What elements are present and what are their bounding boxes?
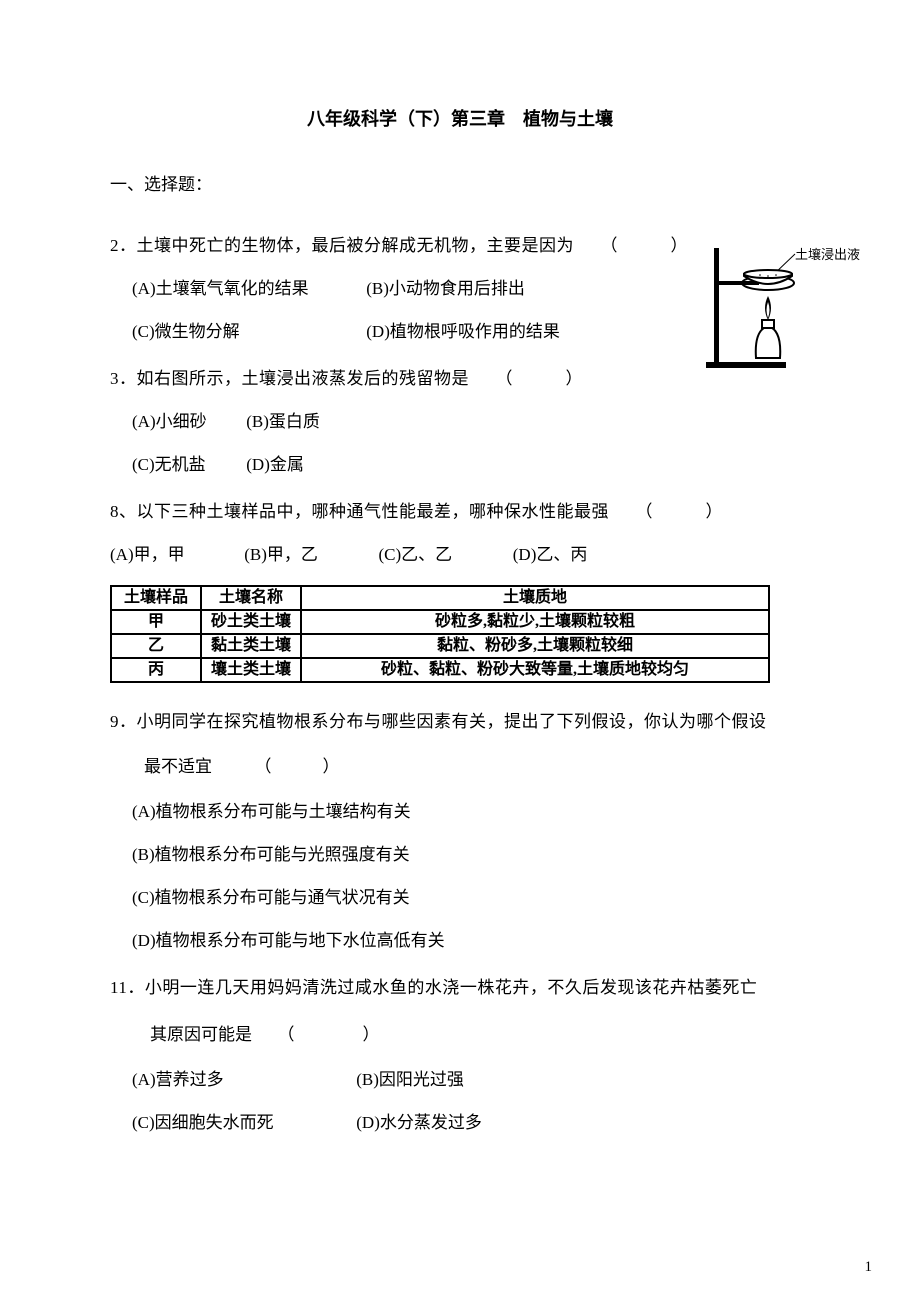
q3-option-c: (C)无机盐 xyxy=(132,456,242,473)
q3-option-a: (A)小细砂 xyxy=(132,413,242,430)
th-0: 土壤样品 xyxy=(111,586,201,610)
table-row: 甲 砂土类土壤 砂粒多,黏粒少,土壤颗粒较粗 xyxy=(111,610,769,634)
question-11: 11．小明一连几天用妈妈清洗过咸水鱼的水浇一株花卉，不久后发现该花卉枯萎死亡 其… xyxy=(110,979,810,1131)
q8-option-a: (A)甲，甲 xyxy=(110,546,240,563)
q8-option-b: (B)甲，乙 xyxy=(244,546,374,563)
question-9: 9．小明同学在探究植物根系分布与哪些因素有关，提出了下列假设，你认为哪个假设 最… xyxy=(110,713,810,949)
q11-options-row1: (A)营养过多 (B)因阳光过强 xyxy=(132,1071,810,1088)
q8-options: (A)甲，甲 (B)甲，乙 (C)乙、乙 (D)乙、丙 xyxy=(110,546,810,563)
apparatus-figure: 土壤浸出液 xyxy=(700,226,860,376)
question-8: 8、以下三种土壤样品中，哪种通气性能最差，哪种保水性能最强 （ ） (A)甲，甲… xyxy=(110,503,810,683)
q9-option-b: (B)植物根系分布可能与光照强度有关 xyxy=(132,846,810,863)
table-header-row: 土壤样品 土壤名称 土壤质地 xyxy=(111,586,769,610)
cell: 壤土类土壤 xyxy=(201,658,301,682)
q2-option-c: (C)微生物分解 xyxy=(132,323,362,340)
th-1: 土壤名称 xyxy=(201,586,301,610)
q8-option-c: (C)乙、乙 xyxy=(379,546,509,563)
q11-stem-line2: 其原因可能是 （ ） xyxy=(150,1026,810,1043)
page-number: 1 xyxy=(865,1259,873,1276)
page-title: 八年级科学（下）第三章 植物与土壤 xyxy=(110,110,810,128)
table-row: 丙 壤土类土壤 砂粒、黏粒、粉砂大致等量,土壤质地较均匀 xyxy=(111,658,769,682)
page-content: 八年级科学（下）第三章 植物与土壤 一、选择题： 2．土壤中死亡的生物体，最后被… xyxy=(0,0,920,1201)
table-row: 乙 黏土类土壤 黏粒、粉砂多,土壤颗粒较细 xyxy=(111,634,769,658)
q3-options-row2: (C)无机盐 (D)金属 xyxy=(132,456,810,473)
q2-option-a: (A)土壤氧气氧化的结果 xyxy=(132,280,362,297)
q11-option-c: (C)因细胞失水而死 xyxy=(132,1114,352,1131)
q9-stem-line2: 最不适宜 （ ） xyxy=(144,758,810,775)
q9-option-a: (A)植物根系分布可能与土壤结构有关 xyxy=(132,803,810,820)
q2-option-d: (D)植物根呼吸作用的结果 xyxy=(366,323,560,340)
cell: 砂土类土壤 xyxy=(201,610,301,634)
q2-option-b: (B)小动物食用后排出 xyxy=(366,280,525,297)
cell: 甲 xyxy=(111,610,201,634)
cell: 黏土类土壤 xyxy=(201,634,301,658)
q8-stem: 8、以下三种土壤样品中，哪种通气性能最差，哪种保水性能最强 （ ） xyxy=(110,503,810,520)
q11-stem-line1: 11．小明一连几天用妈妈清洗过咸水鱼的水浇一株花卉，不久后发现该花卉枯萎死亡 xyxy=(110,979,810,996)
cell: 砂粒、黏粒、粉砂大致等量,土壤质地较均匀 xyxy=(301,658,769,682)
cell: 乙 xyxy=(111,634,201,658)
soil-table: 土壤样品 土壤名称 土壤质地 甲 砂土类土壤 砂粒多,黏粒少,土壤颗粒较粗 乙 … xyxy=(110,585,770,683)
cell: 砂粒多,黏粒少,土壤颗粒较粗 xyxy=(301,610,769,634)
cell: 丙 xyxy=(111,658,201,682)
section-heading: 一、选择题： xyxy=(110,176,810,193)
q9-option-d: (D)植物根系分布可能与地下水位高低有关 xyxy=(132,932,810,949)
q8-table-wrap: 土壤样品 土壤名称 土壤质地 甲 砂土类土壤 砂粒多,黏粒少,土壤颗粒较粗 乙 … xyxy=(110,585,810,683)
q9-stem-line1: 9．小明同学在探究植物根系分布与哪些因素有关，提出了下列假设，你认为哪个假设 xyxy=(110,713,810,730)
q9-option-c: (C)植物根系分布可能与通气状况有关 xyxy=(132,889,810,906)
th-2: 土壤质地 xyxy=(301,586,769,610)
q11-option-d: (D)水分蒸发过多 xyxy=(356,1114,482,1131)
q8-option-d: (D)乙、丙 xyxy=(513,546,643,563)
question-3: 3．如右图所示，土壤浸出液蒸发后的残留物是 （ ） (A)小细砂 (B)蛋白质 … xyxy=(110,370,810,473)
figure-label: 土壤浸出液 xyxy=(795,244,860,263)
q11-options-row2: (C)因细胞失水而死 (D)水分蒸发过多 xyxy=(132,1114,810,1131)
q11-option-b: (B)因阳光过强 xyxy=(356,1071,464,1088)
q3-option-d: (D)金属 xyxy=(246,456,304,473)
q11-option-a: (A)营养过多 xyxy=(132,1071,352,1088)
q3-options-row1: (A)小细砂 (B)蛋白质 xyxy=(132,413,810,430)
q3-option-b: (B)蛋白质 xyxy=(246,413,320,430)
cell: 黏粒、粉砂多,土壤颗粒较细 xyxy=(301,634,769,658)
